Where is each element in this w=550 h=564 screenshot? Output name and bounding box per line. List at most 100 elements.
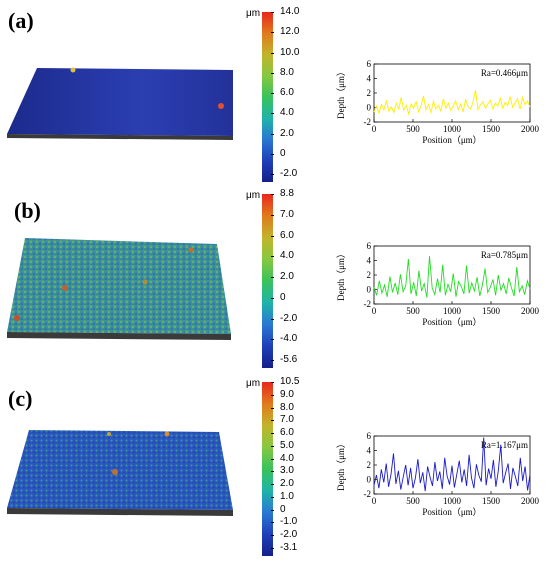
surface-peak <box>164 431 170 437</box>
panel-label: (a) <box>8 8 34 33</box>
x-tick-label: 2000 <box>521 306 540 316</box>
series-line <box>373 256 531 298</box>
y-axis-label: Depth（μm） <box>336 249 346 301</box>
x-tick-label: 1500 <box>482 306 501 316</box>
colorbar: μm 14.0 12.0 10.0 8.0 6.0 4.0 2.0 0 -2.0 <box>246 6 320 186</box>
surface-3d-plot <box>7 430 233 516</box>
panel-a: (a) μm 14.0 12.0 10.0 8.0 6.0 4.0 2.0 0 -2.0 -2 0… <box>0 0 550 185</box>
x-tick-label: 0 <box>372 124 377 134</box>
y-tick-label: 2 <box>367 460 372 470</box>
colorbar-tick-label: 14.0 <box>270 6 300 17</box>
colorbar-tick-label: 2.0 <box>271 127 294 139</box>
colorbar-tick-label: 2.0 <box>271 271 294 282</box>
y-tick-label: 0 <box>367 475 372 485</box>
y-tick-label: 6 <box>367 59 372 69</box>
y-tick-label: 2 <box>367 270 372 280</box>
colorbar-gradient <box>262 194 273 368</box>
surface-peak <box>70 67 76 73</box>
colorbar-tick-label: 9.0 <box>271 388 294 400</box>
colorbar-tick-label: 6.0 <box>271 427 294 439</box>
surface-peak <box>62 285 68 291</box>
series-line <box>373 437 531 492</box>
series-line <box>373 90 531 116</box>
y-tick-label: 0 <box>367 103 372 113</box>
colorbar-tick-label: -5.6 <box>270 354 298 365</box>
panel-label: (c) <box>8 386 33 411</box>
colorbar-tick-label: 7.0 <box>271 208 294 220</box>
x-tick-label: 1000 <box>443 496 462 506</box>
colorbar-tick-label: 3.0 <box>271 465 294 477</box>
y-axis-label: Depth（μm） <box>336 439 346 491</box>
colorbar-tick-label: 10.0 <box>270 46 300 58</box>
surface-peak <box>188 247 194 253</box>
y-tick-label: -2 <box>364 117 372 127</box>
x-tick-label: 2000 <box>521 124 540 134</box>
colorbar: μm 10.5 9.0 8.0 7.0 6.0 5.0 4.0 3.0 2.0 1.0 0 -1.0-… <box>246 376 320 560</box>
colorbar-tick-label: 4.0 <box>271 452 294 464</box>
x-axis-label: Position（μm） <box>422 317 481 327</box>
colorbar-tick-label: 6.0 <box>271 87 294 98</box>
surface-peak <box>218 103 224 109</box>
colorbar-tick-label: 10.5 <box>270 376 300 387</box>
y-tick-label: -2 <box>364 299 372 309</box>
colorbar-tick-label: -2.0 <box>270 529 298 541</box>
colorbar-tick-label: 7.0 <box>271 414 294 426</box>
y-tick-label: 0 <box>367 285 372 295</box>
colorbar: μm 8.8 7.0 6.0 4.0 2.0 0 -2.0 -4.0 -5.6 <box>246 188 320 372</box>
colorbar-tick-label: 4.0 <box>271 250 294 262</box>
colorbar-tick-label: -3.1 <box>270 542 298 553</box>
y-tick-label: 4 <box>367 446 372 456</box>
colorbar-gradient <box>262 12 273 182</box>
x-tick-label: 500 <box>406 306 420 316</box>
x-tick-label: 0 <box>372 306 377 316</box>
roughness-annotation: Ra=1.167μm <box>481 440 528 450</box>
surface-3d-plot <box>7 67 233 140</box>
y-tick-label: 4 <box>367 74 372 84</box>
colorbar-tick-label: 8.0 <box>271 401 294 413</box>
surface-3d-plot <box>7 238 231 340</box>
colorbar-unit: μm <box>246 190 261 201</box>
roughness-annotation: Ra=0.785μm <box>481 250 528 260</box>
x-tick-label: 1000 <box>443 306 462 316</box>
x-tick-label: 1500 <box>482 496 501 506</box>
surface-peak <box>112 469 118 475</box>
x-axis-label: Position（μm） <box>422 507 481 517</box>
colorbar-tick-label: 12.0 <box>270 26 300 38</box>
colorbar-unit: μm <box>246 8 261 19</box>
colorbar-tick-label: -4.0 <box>270 333 298 345</box>
y-axis-label: Depth（μm） <box>336 67 346 119</box>
colorbar-tick-label: 1.0 <box>271 490 294 502</box>
colorbar-tick-label: -1.0 <box>270 516 298 528</box>
y-tick-label: 4 <box>367 256 372 266</box>
y-tick-label: -2 <box>364 489 372 499</box>
panel-b: (b) μm 8.8 7.0 6.0 4.0 2.0 0 -2.0 -4.0 -5.6 -2 0 2… <box>0 188 550 376</box>
colorbar-tick-label: 6.0 <box>271 229 294 241</box>
colorbar-tick-label: 5.0 <box>271 439 294 451</box>
colorbar-tick-label: 0 <box>271 291 286 303</box>
roughness-annotation: Ra=0.466μm <box>481 68 528 78</box>
x-axis-label: Position（μm） <box>422 135 481 145</box>
x-tick-label: 1000 <box>443 124 462 134</box>
y-tick-label: 2 <box>367 88 372 98</box>
x-tick-label: 2000 <box>521 496 540 506</box>
x-tick-label: 500 <box>406 496 420 506</box>
colorbar-tick-label: 2.0 <box>271 478 294 490</box>
surface-peak <box>142 279 148 285</box>
x-tick-label: 0 <box>372 496 377 506</box>
colorbar-tick-label: 0 <box>271 147 286 159</box>
colorbar-tick-label: 4.0 <box>271 107 294 119</box>
y-tick-label: 6 <box>367 431 372 441</box>
surface-peak <box>107 432 111 436</box>
surface-peak <box>14 315 20 321</box>
colorbar-tick-label: 0 <box>271 503 286 515</box>
x-tick-label: 500 <box>406 124 420 134</box>
colorbar-unit: μm <box>246 378 261 389</box>
colorbar-tick-label: -2.0 <box>270 312 298 324</box>
x-tick-label: 1500 <box>482 124 501 134</box>
colorbar-tick-label: 8.8 <box>271 188 294 199</box>
colorbar-gradient <box>262 382 273 556</box>
colorbar-tick-label: 8.0 <box>271 66 294 78</box>
y-tick-label: 6 <box>367 241 372 251</box>
